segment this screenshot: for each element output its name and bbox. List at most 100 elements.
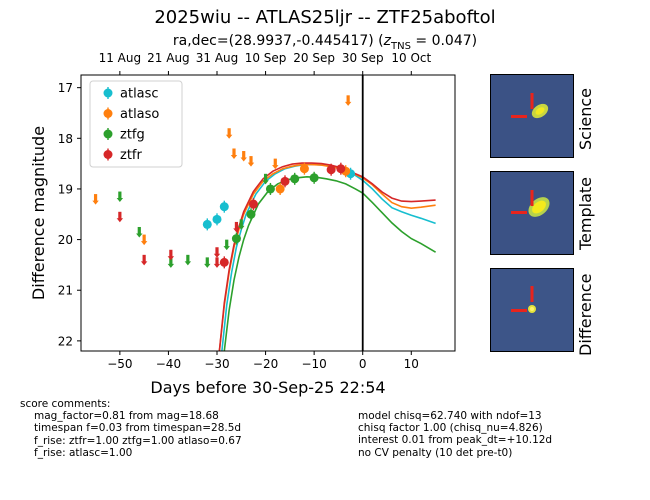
legend-box bbox=[89, 80, 183, 168]
template-stamp bbox=[490, 171, 574, 255]
score-comment-line: mag_factor=0.81 from mag=18.68 bbox=[34, 410, 219, 423]
detection-atlaso bbox=[299, 164, 309, 174]
upper-limit-arrow bbox=[167, 263, 175, 268]
top-tick-label: 20 Sep bbox=[293, 51, 335, 65]
y-axis-label: Difference magnitude bbox=[29, 126, 48, 300]
difference-stamp-image bbox=[491, 269, 573, 351]
upper-limit-atlaso bbox=[230, 148, 238, 159]
subtitle-z-symbol: z bbox=[383, 33, 391, 49]
upper-limit-bar bbox=[215, 257, 219, 265]
detection-atlasc bbox=[202, 219, 212, 229]
upper-limit-atlaso bbox=[140, 234, 148, 246]
upper-limit-bar bbox=[239, 219, 243, 227]
score-comment-line: f_rise: ztfr=1.00 ztfg=1.00 atlaso=0.67 bbox=[34, 434, 242, 447]
subtitle-prefix: ra,dec=(28.9937,-0.445417) ( bbox=[172, 33, 384, 49]
upper-limit-ztfg bbox=[238, 219, 245, 230]
difference-stamp bbox=[490, 268, 574, 352]
upper-limit-bar bbox=[232, 148, 236, 156]
y-tick-label: 21 bbox=[58, 284, 73, 298]
x-tick-label: −40 bbox=[156, 357, 181, 371]
x-tick-label: 0 bbox=[359, 357, 367, 371]
upper-limit-arrow bbox=[116, 218, 124, 223]
score-comment-line: f_rise: atlasc=1.00 bbox=[34, 446, 133, 459]
upper-limit-atlaso bbox=[225, 128, 233, 139]
upper-limit-ztfg bbox=[262, 173, 269, 185]
upper-limit-arrow bbox=[233, 228, 240, 233]
y-tick-label: 19 bbox=[58, 182, 73, 196]
upper-limit-ztfr bbox=[140, 254, 148, 266]
stamp-label-template: Template bbox=[576, 176, 595, 250]
upper-limit-arrow bbox=[116, 198, 124, 203]
upper-limit-arrow bbox=[92, 200, 99, 205]
upper-limit-arrow bbox=[230, 154, 238, 159]
top-tick-label: 30 Sep bbox=[342, 51, 384, 65]
legend-marker-atlasc bbox=[103, 88, 113, 98]
upper-limit-ztfg bbox=[223, 239, 230, 251]
upper-limit-arrow bbox=[213, 253, 221, 258]
upper-limit-ztfg bbox=[116, 191, 124, 203]
upper-limit-ztfg bbox=[136, 226, 143, 238]
upper-limit-arrow bbox=[238, 225, 245, 230]
model-comment-line: interest 0.01 from peak_dt=+10.12d bbox=[358, 434, 553, 447]
stamp-label-difference: Difference bbox=[576, 273, 595, 356]
upper-limit-ztfr bbox=[116, 211, 124, 223]
model-comment-line: chisq factor 1.00 (chisq_nu=4.826) bbox=[358, 422, 543, 435]
detection-ztfr bbox=[336, 164, 346, 174]
upper-limit-arrow bbox=[213, 263, 221, 268]
upper-limit-bar bbox=[346, 95, 350, 103]
legend-label-atlasc: atlasc bbox=[120, 87, 159, 102]
upper-limit-arrow bbox=[262, 180, 269, 185]
legend-label-ztfg: ztfg bbox=[120, 128, 145, 143]
legend-marker-ztfg bbox=[103, 129, 113, 139]
chart-title: 2025wiu -- ATLAS25ljr -- ZTF25aboftol bbox=[154, 7, 496, 28]
upper-limit-ztfr bbox=[213, 247, 221, 258]
upper-limit-arrow bbox=[140, 261, 148, 266]
y-tick-label: 22 bbox=[58, 334, 73, 348]
upper-limit-bar bbox=[234, 221, 239, 229]
upper-limit-bar bbox=[242, 151, 246, 159]
upper-limit-arrow bbox=[136, 233, 143, 238]
upper-limit-bar bbox=[225, 239, 229, 247]
top-tick-label: 10 Oct bbox=[391, 51, 431, 65]
legend-label-ztfr: ztfr bbox=[120, 148, 142, 163]
upper-limit-arrow bbox=[167, 256, 175, 261]
upper-limit-bar bbox=[169, 257, 173, 265]
x-tick-label: −20 bbox=[253, 357, 278, 371]
x-tick-label: −30 bbox=[204, 357, 229, 371]
top-tick-label: 31 Aug bbox=[196, 51, 239, 65]
x-axis-label: Days before 30-Sep-25 22:54 bbox=[150, 378, 385, 397]
y-tick-label: 20 bbox=[58, 233, 73, 247]
y-tick-label: 17 bbox=[58, 81, 73, 95]
top-tick-label: 11 Aug bbox=[99, 51, 142, 65]
model-curve-ztfr bbox=[218, 162, 436, 351]
upper-limit-bar bbox=[93, 194, 98, 202]
upper-limit-bar bbox=[263, 173, 268, 181]
upper-limit-bar bbox=[118, 211, 122, 219]
upper-limit-arrow bbox=[272, 165, 279, 170]
detection-ztfg bbox=[246, 209, 256, 219]
legend-marker-atlaso bbox=[103, 109, 113, 118]
upper-limit-atlaso bbox=[240, 151, 247, 162]
stamp-label-science: Science bbox=[576, 87, 595, 150]
upper-limit-atlaso bbox=[92, 194, 99, 205]
template-stamp-image bbox=[491, 172, 573, 254]
x-tick-label: 10 bbox=[404, 357, 419, 371]
upper-limit-bar bbox=[142, 234, 146, 242]
detection-ztfr bbox=[219, 257, 229, 267]
upper-limit-arrow bbox=[140, 241, 148, 246]
upper-limit-atlaso bbox=[247, 156, 255, 167]
science-stamp-image bbox=[491, 75, 573, 157]
upper-limit-bar bbox=[249, 156, 253, 164]
upper-limit-bar bbox=[186, 254, 190, 262]
legend-label-atlaso: atlaso bbox=[120, 107, 159, 122]
x-tick-label: −50 bbox=[107, 357, 132, 371]
top-tick-label: 21 Aug bbox=[147, 51, 190, 65]
upper-limit-ztfg bbox=[167, 257, 175, 268]
upper-limit-bar bbox=[215, 247, 219, 255]
model-curve-atlaso bbox=[218, 163, 436, 351]
model-comment-line: no CV penalty (10 det pre-t0) bbox=[358, 446, 513, 459]
detection-ztfg bbox=[309, 173, 319, 183]
detection-ztfr bbox=[248, 199, 258, 209]
score-comments: score comments: mag_factor=0.81 from mag=… bbox=[20, 398, 242, 459]
